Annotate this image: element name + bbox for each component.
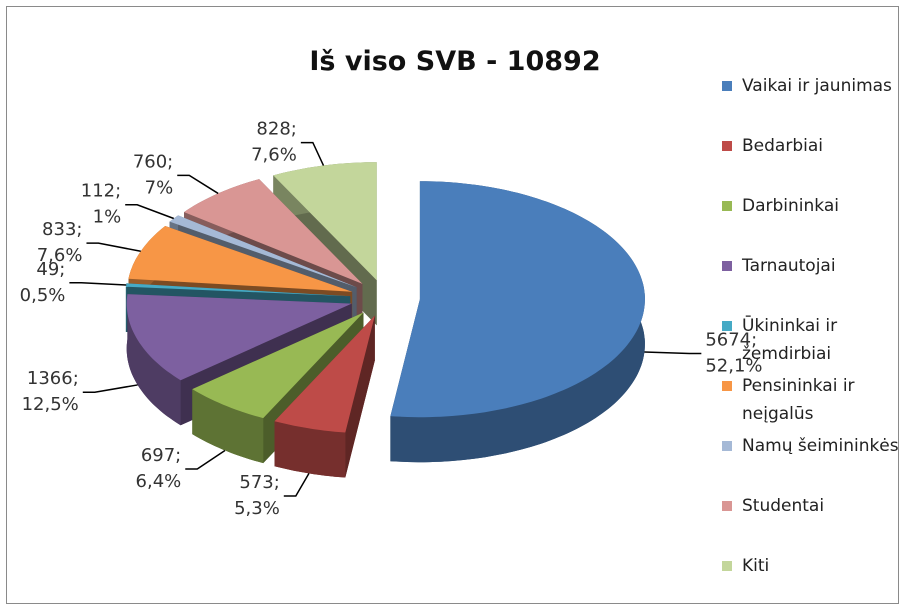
legend-label: Kiti bbox=[742, 556, 770, 576]
leader-line bbox=[185, 449, 226, 470]
slice bbox=[128, 226, 353, 292]
legend-label: Bedarbiai bbox=[742, 136, 823, 156]
data-label: 5674; 52,1% bbox=[705, 330, 762, 377]
legend-label: Ūkininkai ir žemdirbiai bbox=[742, 316, 838, 364]
legend-label: Vaikai ir jaunimas bbox=[742, 76, 892, 96]
data-label: 49; 0,5% bbox=[20, 259, 66, 306]
slice bbox=[126, 294, 352, 426]
legend-swatch bbox=[722, 141, 732, 151]
legend-swatch bbox=[722, 321, 732, 331]
legend-swatch bbox=[722, 81, 732, 91]
legend-item: Tarnautojai bbox=[722, 252, 904, 312]
data-label: 828; 7,6% bbox=[251, 119, 297, 166]
data-label: 697; 6,4% bbox=[136, 445, 182, 492]
legend-item: Vaikai ir jaunimas bbox=[722, 72, 904, 132]
chart-title: Iš viso SVB - 10892 bbox=[309, 46, 600, 77]
legend-swatch bbox=[722, 561, 732, 571]
legend-label: Pensininkai ir neįgalūs bbox=[742, 376, 855, 424]
data-label: 760; 7% bbox=[133, 151, 173, 198]
slice bbox=[274, 315, 375, 478]
legend-item: Kiti bbox=[722, 552, 904, 612]
slice bbox=[126, 294, 352, 381]
slice bbox=[390, 181, 645, 418]
slice bbox=[273, 162, 377, 281]
legend-item: Darbininkai bbox=[722, 192, 904, 252]
data-label: 833; 7,6% bbox=[37, 219, 83, 266]
leader-line bbox=[125, 203, 175, 220]
legend-item: Pensininkai ir neįgalūs bbox=[722, 372, 904, 432]
leader-line bbox=[300, 141, 325, 166]
slice bbox=[184, 179, 363, 284]
legend-label: Darbininkai bbox=[742, 196, 839, 216]
legend-label: Tarnautojai bbox=[742, 256, 836, 276]
legend: Vaikai ir jaunimas Bedarbiai Darbininkai Ta… bbox=[722, 72, 904, 612]
legend-swatch bbox=[722, 201, 732, 211]
legend-swatch bbox=[722, 261, 732, 271]
leader-line bbox=[644, 351, 702, 355]
legend-label: Studentai bbox=[742, 496, 825, 516]
slice-side bbox=[126, 294, 181, 426]
legend-item: Namų šeimininkės bbox=[722, 432, 904, 492]
leader-line bbox=[82, 384, 138, 393]
leader-line bbox=[69, 282, 127, 286]
legend-item: Ūkininkai ir žemdirbiai bbox=[722, 312, 904, 372]
slice bbox=[192, 312, 364, 419]
leader-line bbox=[86, 242, 141, 252]
slice bbox=[169, 215, 357, 288]
slice-side bbox=[192, 389, 264, 464]
legend-swatch bbox=[722, 381, 732, 391]
legend-label: Namų šeimininkės bbox=[742, 436, 899, 456]
slice bbox=[125, 283, 351, 297]
leader-line bbox=[283, 473, 310, 497]
slice-side bbox=[125, 283, 127, 332]
legend-swatch bbox=[722, 501, 732, 511]
slice bbox=[274, 315, 375, 433]
data-label: 573; 5,3% bbox=[234, 472, 280, 519]
data-label: 112; 1% bbox=[81, 181, 121, 228]
legend-item: Bedarbiai bbox=[722, 132, 904, 192]
legend-item: Studentai bbox=[722, 492, 904, 552]
data-label: 1366; 12,5% bbox=[22, 368, 79, 415]
slice-side bbox=[274, 421, 346, 478]
legend-swatch bbox=[722, 441, 732, 451]
slice bbox=[390, 181, 645, 463]
leader-line bbox=[177, 174, 219, 195]
